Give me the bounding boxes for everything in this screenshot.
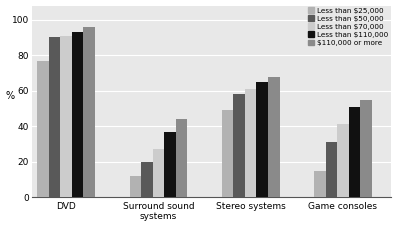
Y-axis label: %: % (6, 91, 15, 101)
Bar (256, 82, 268, 197)
Bar (245, 89, 256, 197)
Bar (222, 110, 233, 197)
Bar (176, 119, 187, 197)
Bar (326, 142, 337, 197)
Bar (337, 124, 349, 197)
Bar (72, 32, 83, 197)
Legend: Less than $25,000, Less than $50,000, Less than $70,000, Less than $110,000, $11: Less than $25,000, Less than $50,000, Le… (308, 7, 388, 46)
Bar (129, 176, 141, 197)
Bar (37, 61, 49, 197)
Bar (60, 36, 72, 197)
Bar (233, 94, 245, 197)
Bar (141, 162, 153, 197)
Bar (153, 149, 164, 197)
Bar (268, 76, 279, 197)
Bar (83, 27, 95, 197)
Bar (360, 100, 372, 197)
Bar (164, 131, 176, 197)
Bar (314, 170, 326, 197)
Bar (349, 107, 360, 197)
Bar (49, 37, 60, 197)
